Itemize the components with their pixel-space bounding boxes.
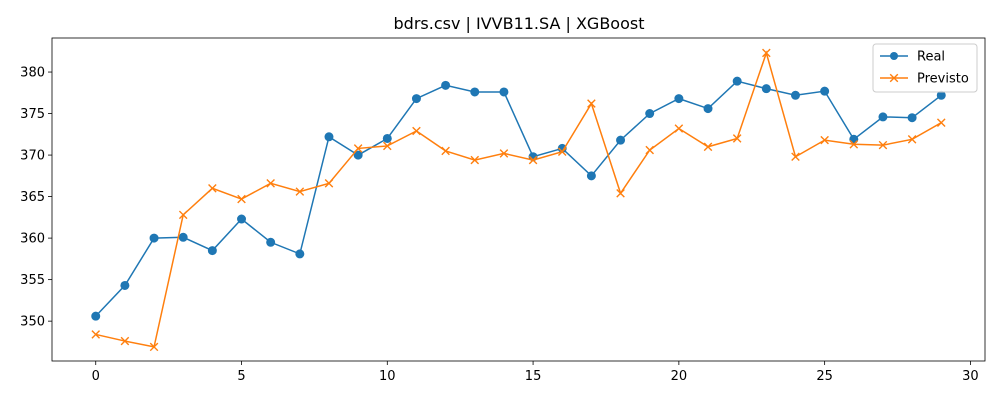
data-point xyxy=(586,171,596,181)
x-tick-label: 0 xyxy=(92,369,100,384)
chart-title: bdrs.csv | IVVB11.SA | XGBoost xyxy=(394,14,645,33)
data-point xyxy=(470,87,480,97)
data-point xyxy=(761,84,771,94)
legend-label: Previsto xyxy=(917,72,969,87)
data-point xyxy=(324,132,334,142)
data-point xyxy=(557,147,567,157)
series-line xyxy=(95,50,942,348)
plot-area: 0 5 10 15 20 25 30 350 355 360 365 370 375 380 xyxy=(20,37,986,384)
data-point xyxy=(820,86,830,96)
data-point xyxy=(878,112,888,122)
data-point xyxy=(587,99,596,108)
legend-item: Previsto xyxy=(880,72,969,87)
data-point xyxy=(237,214,247,224)
data-point xyxy=(645,109,655,119)
data-point xyxy=(91,311,101,321)
legend: Real Previsto xyxy=(872,43,978,93)
data-point xyxy=(907,113,917,123)
data-point xyxy=(149,233,159,243)
x-tick-label: 30 xyxy=(962,369,979,384)
data-point xyxy=(91,330,101,339)
series-real xyxy=(91,76,946,321)
data-point xyxy=(441,80,451,90)
x-tick-label: 15 xyxy=(525,369,542,384)
x-tick-label: 10 xyxy=(379,369,396,384)
data-point xyxy=(616,135,626,145)
y-tick-label: 370 xyxy=(20,149,45,164)
data-point xyxy=(732,76,742,86)
data-point xyxy=(266,179,275,188)
data-point xyxy=(732,134,742,143)
data-point xyxy=(207,246,217,256)
data-point xyxy=(383,141,392,151)
data-point xyxy=(412,126,421,136)
legend-item: Real xyxy=(880,50,945,65)
series-layer xyxy=(91,48,946,352)
data-point xyxy=(674,94,684,104)
legend-label: Real xyxy=(917,50,945,65)
data-point xyxy=(353,150,363,160)
data-point xyxy=(149,342,159,352)
x-tick-label: 5 xyxy=(237,369,245,384)
data-point xyxy=(499,149,509,158)
data-point xyxy=(849,139,859,149)
data-point xyxy=(411,94,421,104)
data-point xyxy=(324,179,334,188)
data-point xyxy=(820,135,829,145)
data-point xyxy=(470,155,480,165)
legend-marker xyxy=(890,52,898,60)
data-point xyxy=(790,90,800,100)
data-point xyxy=(645,145,654,155)
y-tick-label: 360 xyxy=(20,232,45,247)
data-point xyxy=(762,48,771,58)
legend-marker xyxy=(889,73,899,83)
data-point xyxy=(353,144,363,153)
data-point xyxy=(703,142,713,152)
data-point xyxy=(528,155,538,165)
y-tick-label: 380 xyxy=(20,66,45,81)
y-tick-label: 365 xyxy=(20,190,45,205)
series-previsto xyxy=(91,48,946,352)
data-point xyxy=(703,104,713,114)
data-point xyxy=(878,140,888,150)
data-point xyxy=(936,118,946,127)
data-point xyxy=(441,146,450,156)
data-point xyxy=(178,232,188,242)
data-point xyxy=(382,133,392,143)
data-point xyxy=(295,187,305,196)
plot-frame xyxy=(51,37,986,362)
data-point xyxy=(120,336,130,346)
series-line xyxy=(95,80,942,317)
y-tick-label: 350 xyxy=(20,315,45,330)
x-tick-label: 20 xyxy=(671,369,688,384)
x-tick-label: 25 xyxy=(816,369,833,384)
data-point xyxy=(178,210,188,220)
data-point xyxy=(499,87,509,97)
data-point xyxy=(120,280,130,290)
y-tick-label: 375 xyxy=(20,107,45,122)
data-point xyxy=(674,124,684,133)
data-point xyxy=(295,249,305,259)
data-point xyxy=(616,188,625,198)
data-point xyxy=(208,183,217,193)
data-point xyxy=(791,152,800,162)
data-point xyxy=(266,237,276,247)
y-tick-label: 355 xyxy=(20,273,45,288)
data-point xyxy=(237,194,246,204)
data-point xyxy=(907,135,917,144)
